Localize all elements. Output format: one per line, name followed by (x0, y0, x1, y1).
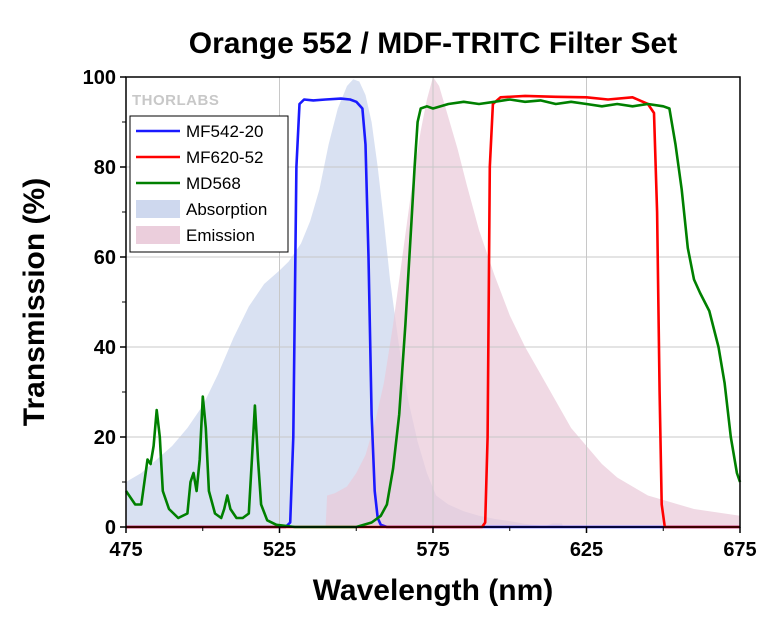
legend-label: MF542-20 (186, 122, 263, 141)
y-axis-label: Transmission (%) (18, 178, 51, 426)
axis-ticks: 475 525 575 625 675 0 20 40 60 80 100 (83, 67, 757, 561)
legend-label: Emission (186, 226, 255, 245)
legend-label: MD568 (186, 174, 241, 193)
legend-swatch-absorption (136, 200, 180, 218)
series-line-mf542-20 (126, 97, 740, 529)
x-axis-label: Wavelength (nm) (313, 574, 554, 607)
series-line-md568 (124, 98, 742, 529)
y-tick-label: 0 (105, 517, 116, 539)
area-absorption (126, 79, 564, 528)
x-tick-label: 575 (416, 539, 449, 561)
area-series-group (126, 77, 740, 528)
x-tick-label: 525 (263, 539, 296, 561)
y-tick-label: 80 (94, 157, 116, 179)
y-tick-label: 100 (83, 67, 116, 89)
area-emission (325, 77, 740, 527)
series-line-mf620-52 (126, 94, 740, 529)
chart-title: Orange 552 / MDF-TRITC Filter Set (189, 27, 677, 60)
thorlabs-watermark: THORLABS (132, 92, 219, 109)
y-tick-label: 40 (94, 337, 116, 359)
y-tick-label: 20 (94, 427, 116, 449)
x-tick-label: 675 (723, 539, 756, 561)
legend-label: MF620-52 (186, 148, 263, 167)
line-series-group (124, 94, 742, 529)
legend-swatch-emission (136, 226, 180, 244)
legend-label: Absorption (186, 200, 267, 219)
y-tick-label: 60 (94, 247, 116, 269)
x-tick-label: 625 (570, 539, 603, 561)
legend: MF542-20 MF620-52 MD568 Absorption Emission (129, 115, 289, 253)
x-tick-label: 475 (109, 539, 142, 561)
